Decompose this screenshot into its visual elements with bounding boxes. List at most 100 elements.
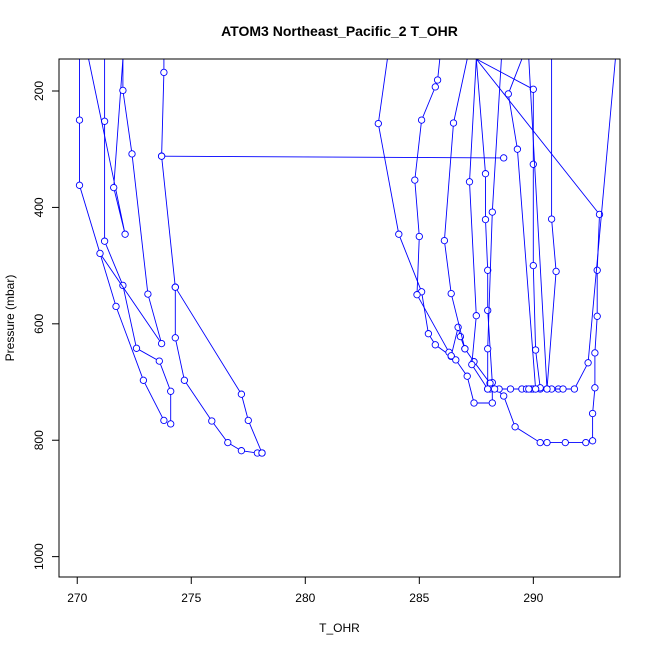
data-point: [529, 261, 537, 270]
series-line: [174, 286, 263, 454]
data-point: [570, 385, 579, 393]
series-line: [79, 59, 165, 421]
data-point: [132, 344, 141, 352]
data-point: [481, 215, 490, 224]
data-point: [465, 178, 474, 186]
data-point: [424, 330, 433, 338]
data-point: [561, 438, 569, 447]
data-point: [525, 385, 533, 393]
x-tick-label: 270: [67, 591, 87, 605]
data-point: [167, 387, 175, 395]
x-axis-label: T_OHR: [319, 621, 360, 635]
data-point: [100, 237, 109, 245]
data-point: [500, 154, 508, 162]
data-point: [488, 399, 496, 407]
data-point: [119, 86, 127, 95]
data-point: [171, 334, 179, 342]
data-point: [447, 289, 455, 298]
series-layer: [75, 59, 616, 457]
y-tick-label: 600: [32, 313, 46, 333]
data-point: [121, 230, 129, 238]
data-point: [160, 416, 168, 425]
series-line: [99, 59, 163, 344]
data-point: [417, 116, 426, 124]
data-point: [470, 399, 478, 407]
y-tick-label: 800: [32, 430, 46, 450]
series-3: [88, 59, 129, 238]
data-point: [167, 420, 175, 428]
data-point: [531, 385, 540, 393]
data-point: [511, 423, 519, 431]
series-13: [528, 59, 560, 393]
data-point: [139, 376, 148, 384]
data-point: [157, 339, 166, 348]
data-point: [468, 360, 476, 369]
data-point: [552, 267, 560, 276]
y-axis-label: Pressure (mbar): [3, 275, 17, 362]
x-axis: 270 275 280 285 290: [67, 576, 544, 605]
data-point: [559, 385, 567, 393]
data-point: [413, 291, 421, 299]
series-1: [75, 59, 168, 425]
data-point: [591, 349, 599, 357]
x-tick-label: 290: [523, 591, 543, 605]
data-point: [395, 230, 403, 238]
data-point: [128, 150, 136, 158]
data-point: [208, 417, 216, 425]
series-11: [484, 59, 502, 393]
series-2: [100, 59, 175, 428]
data-point: [180, 376, 189, 384]
x-tick-label: 275: [181, 591, 201, 605]
data-point: [449, 119, 458, 127]
data-point: [452, 356, 460, 364]
data-point: [415, 232, 423, 241]
data-point: [224, 438, 232, 447]
data-point: [244, 416, 252, 425]
data-point: [490, 385, 499, 393]
series-line: [88, 59, 126, 235]
x-tick-label: 280: [295, 591, 315, 605]
data-point: [431, 341, 439, 349]
data-point: [374, 119, 382, 128]
data-point: [484, 306, 492, 315]
data-point: [506, 385, 515, 393]
data-point: [440, 236, 449, 245]
series-14: [504, 59, 540, 393]
data-point: [593, 266, 601, 274]
data-point: [584, 359, 592, 367]
data-point: [582, 438, 590, 447]
data-point: [484, 385, 492, 393]
data-point: [504, 90, 512, 98]
data-point: [447, 352, 455, 360]
data-point: [155, 357, 163, 365]
data-point: [547, 215, 556, 223]
data-point: [75, 181, 84, 189]
chart-title: ATOM3 Northeast_Pacific_2 T_OHR: [221, 23, 458, 39]
data-point: [463, 372, 471, 380]
data-point: [433, 76, 442, 84]
data-point: [171, 283, 179, 291]
data-point: [593, 312, 601, 320]
data-point: [144, 290, 152, 298]
series-6: [171, 283, 266, 457]
data-point: [543, 438, 551, 447]
data-point: [160, 68, 168, 77]
data-point: [112, 302, 120, 311]
data-point: [237, 447, 246, 455]
data-point: [536, 438, 544, 447]
data-point: [472, 312, 480, 320]
data-point: [411, 176, 419, 184]
data-point: [481, 170, 490, 178]
x-tick-label: 285: [409, 591, 429, 605]
data-point: [75, 116, 84, 124]
data-point: [529, 160, 537, 168]
data-point: [488, 208, 496, 216]
y-tick-label: 400: [32, 197, 46, 217]
data-point: [96, 249, 104, 258]
series-4: [96, 59, 166, 348]
data-point: [157, 152, 166, 160]
data-point: [588, 437, 597, 445]
y-axis: 200 400 600 800 1000: [32, 81, 60, 570]
